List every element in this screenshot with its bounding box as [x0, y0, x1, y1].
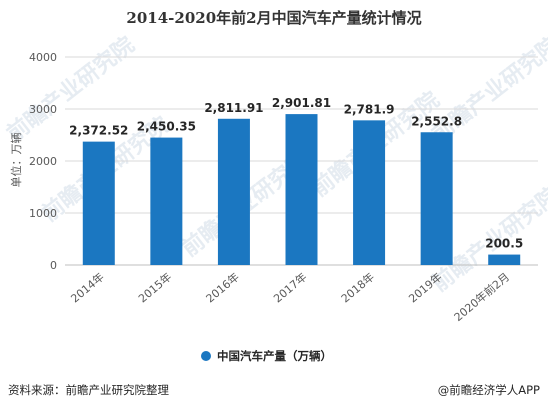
x-tick-label: 2015年 — [135, 270, 174, 306]
x-tick-label: 2017年 — [271, 270, 310, 306]
data-label: 200.5 — [485, 237, 523, 251]
y-tick-label: 1000 — [29, 207, 57, 220]
legend: 中国汽车产量（万辆） — [201, 349, 332, 363]
data-label: 2,811.91 — [204, 101, 263, 115]
data-label: 2,552.8 — [411, 114, 462, 128]
data-label: 2,901.81 — [272, 96, 331, 110]
bar — [150, 137, 183, 265]
data-label: 2,450.35 — [137, 120, 196, 134]
x-tick-label: 2018年 — [338, 270, 377, 306]
bar — [420, 132, 453, 265]
legend-marker — [201, 351, 211, 361]
x-tick-label: 2016年 — [203, 270, 242, 306]
bar — [217, 118, 250, 266]
y-tick-label: 0 — [50, 259, 57, 272]
legend-label: 中国汽车产量（万辆） — [217, 349, 332, 363]
data-label: 2,372.52 — [69, 124, 128, 138]
y-tick-label: 3000 — [29, 103, 57, 116]
watermark-text: 前瞻产业研究院 — [427, 32, 548, 147]
brand-credit: @前瞻经济学人APP — [438, 383, 540, 397]
x-tick-label: 2014年 — [68, 270, 107, 306]
bar — [353, 120, 386, 265]
bar — [82, 141, 115, 265]
y-axis-ticks: 0 1000 2000 3000 4000 — [29, 51, 57, 272]
chart-title: 2014-2020年前2月中国汽车产量统计情况 — [126, 9, 421, 27]
bars — [82, 114, 521, 266]
data-label: 2,781.9 — [344, 102, 395, 116]
bar — [488, 254, 521, 265]
data-labels: 2,372.52 2,450.35 2,811.91 2,901.81 2,781.9 2… — [69, 96, 523, 250]
source-note: 资料来源：前瞻产业研究院整理 — [8, 383, 169, 397]
y-axis-label: 单位：万辆 — [9, 133, 23, 188]
y-tick-label: 4000 — [29, 51, 57, 64]
y-tick-label: 2000 — [29, 155, 57, 168]
bar — [285, 114, 318, 265]
